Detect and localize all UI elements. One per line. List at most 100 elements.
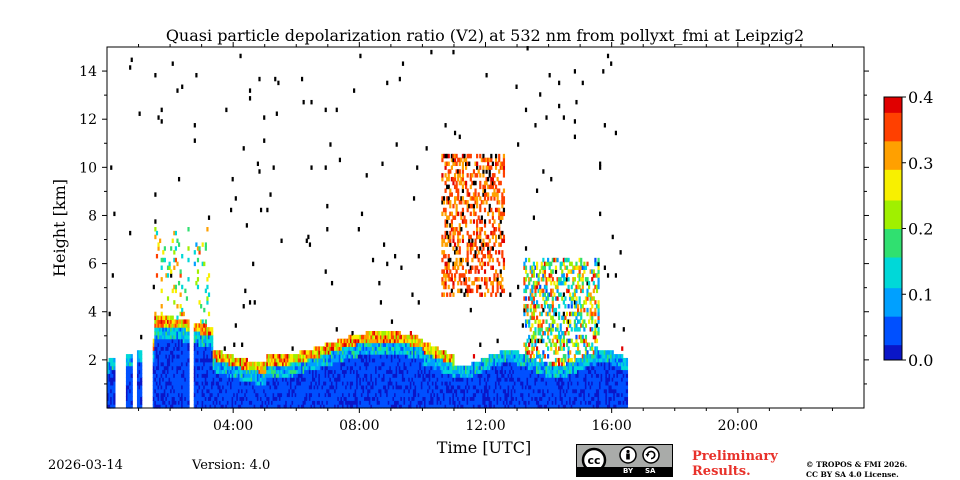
heatmap-cell bbox=[460, 365, 463, 371]
heatmap-cell bbox=[406, 369, 409, 374]
heatmap-cell bbox=[510, 400, 513, 405]
heatmap-cell bbox=[269, 369, 272, 374]
heatmap-cell bbox=[499, 161, 502, 167]
heatmap-cell bbox=[195, 404, 198, 409]
heatmap-cell bbox=[201, 365, 204, 371]
heatmap-cell bbox=[496, 404, 499, 409]
heatmap-cell bbox=[471, 404, 474, 409]
heatmap-cell bbox=[127, 404, 130, 409]
heatmap-cell bbox=[364, 369, 367, 374]
heatmap-cell bbox=[469, 246, 472, 251]
heatmap-cell bbox=[269, 361, 272, 367]
heatmap-cell bbox=[327, 361, 330, 367]
heatmap-cell bbox=[335, 327, 338, 332]
heatmap-cell bbox=[323, 350, 326, 355]
heatmap-cell bbox=[480, 377, 483, 382]
heatmap-cell bbox=[220, 400, 223, 405]
heatmap-cell bbox=[357, 381, 360, 386]
heatmap-cell bbox=[193, 350, 196, 355]
heatmap-cell bbox=[209, 338, 212, 344]
heatmap-cell bbox=[250, 384, 253, 390]
heatmap-cell bbox=[447, 361, 450, 367]
heatmap-cell bbox=[223, 400, 226, 405]
heatmap-cell bbox=[204, 400, 207, 405]
heatmap-cell bbox=[154, 369, 157, 374]
heatmap-cell bbox=[520, 373, 523, 378]
heatmap-cell bbox=[507, 404, 510, 409]
heatmap-cell bbox=[371, 392, 375, 398]
heatmap-cell bbox=[504, 377, 507, 382]
heatmap-cell bbox=[403, 354, 406, 359]
heatmap-cell bbox=[242, 381, 245, 386]
heatmap-cell bbox=[523, 400, 526, 405]
heatmap-cell bbox=[493, 188, 496, 193]
heatmap-cell bbox=[376, 334, 379, 340]
heatmap-cell bbox=[222, 392, 225, 398]
heatmap-cell bbox=[228, 357, 231, 363]
heatmap-cell bbox=[442, 200, 446, 205]
heatmap-cell bbox=[378, 338, 381, 344]
heatmap-cell bbox=[524, 296, 528, 301]
heatmap-cell bbox=[416, 342, 419, 347]
heatmap-cell bbox=[367, 377, 370, 382]
heatmap-cell bbox=[450, 176, 453, 182]
heatmap-cell bbox=[195, 361, 198, 367]
heatmap-cell bbox=[375, 396, 378, 401]
heatmap-cell bbox=[520, 381, 523, 386]
heatmap-cell bbox=[502, 161, 506, 167]
heatmap-cell bbox=[384, 365, 387, 371]
heatmap-cell bbox=[531, 273, 534, 278]
heatmap-cell bbox=[200, 323, 203, 328]
heatmap-cell bbox=[182, 373, 185, 378]
heatmap-cell bbox=[397, 354, 400, 359]
heatmap-cell bbox=[375, 330, 378, 336]
heatmap-cell bbox=[474, 196, 477, 201]
heatmap-cell bbox=[174, 392, 177, 398]
heatmap-cell bbox=[223, 346, 226, 351]
heatmap-cell bbox=[466, 188, 469, 193]
heatmap-cell bbox=[360, 388, 364, 394]
heatmap-cell bbox=[485, 384, 488, 390]
heatmap-cell bbox=[318, 361, 321, 367]
heatmap-cell bbox=[340, 357, 343, 363]
heatmap-cell bbox=[341, 381, 345, 386]
heatmap-cell bbox=[127, 361, 130, 367]
heatmap-cell bbox=[370, 400, 373, 405]
heatmap-cell bbox=[375, 334, 378, 340]
heatmap-cell bbox=[441, 250, 444, 255]
heatmap-cell bbox=[438, 404, 441, 409]
heatmap-cell bbox=[491, 284, 494, 290]
heatmap-cell bbox=[313, 384, 316, 390]
heatmap-cell bbox=[237, 400, 241, 405]
heatmap-cell bbox=[296, 400, 299, 405]
heatmap-cell bbox=[469, 396, 472, 401]
heatmap-cell bbox=[159, 377, 162, 382]
heatmap-cell bbox=[392, 346, 395, 351]
heatmap-cell bbox=[479, 365, 482, 371]
heatmap-cell bbox=[179, 373, 182, 378]
heatmap-cell bbox=[296, 404, 299, 409]
heatmap-cell bbox=[406, 392, 409, 398]
heatmap-cell bbox=[371, 334, 375, 340]
heatmap-cell bbox=[365, 357, 368, 363]
heatmap-cell bbox=[264, 400, 267, 405]
heatmap-cell bbox=[312, 354, 315, 359]
heatmap-cell bbox=[447, 184, 450, 190]
heatmap-cell bbox=[351, 342, 354, 347]
heatmap-cell bbox=[529, 304, 532, 309]
heatmap-cell bbox=[248, 96, 252, 101]
heatmap-cell bbox=[168, 334, 171, 340]
heatmap-cell bbox=[162, 350, 165, 355]
heatmap-cell bbox=[174, 404, 177, 409]
heatmap-cell bbox=[490, 230, 493, 236]
heatmap-cell bbox=[398, 342, 401, 347]
heatmap-cell bbox=[521, 369, 524, 374]
heatmap-cell bbox=[359, 381, 362, 386]
heatmap-cell bbox=[455, 211, 458, 217]
heatmap-cell bbox=[195, 346, 198, 351]
heatmap-cell bbox=[329, 404, 332, 409]
heatmap-cell bbox=[345, 373, 348, 378]
heatmap-cell bbox=[453, 404, 457, 409]
heatmap-cell bbox=[280, 384, 283, 390]
heatmap-cell bbox=[200, 330, 203, 336]
